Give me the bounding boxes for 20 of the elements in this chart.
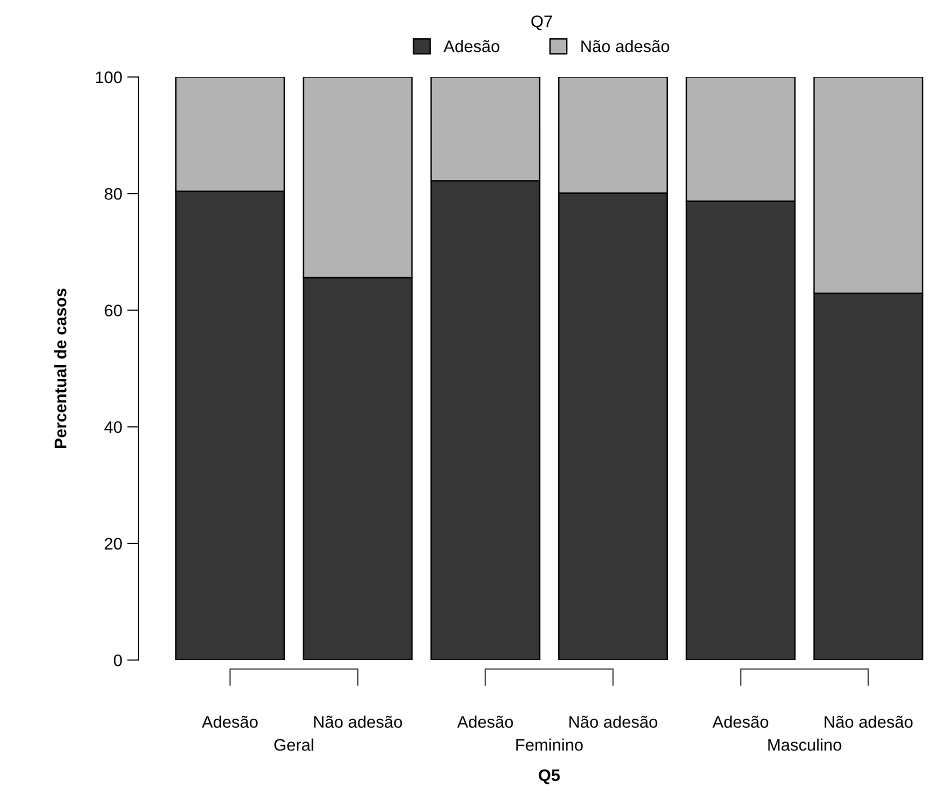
x-tick-label: Adesão	[202, 716, 258, 728]
y-tick-label: 80	[104, 188, 122, 200]
y-tick-label: 60	[104, 304, 122, 316]
x-tick-label: Não adesão	[314, 716, 402, 728]
text: Geral	[274, 738, 314, 751]
y-tick-label: 100	[96, 71, 122, 84]
y-tick-label: 0	[114, 654, 122, 666]
text: Masculino	[768, 738, 842, 751]
legend-title: Q7	[531, 15, 552, 30]
x-tick-label: Adesão	[712, 716, 768, 728]
y-tick-label: 40	[104, 421, 122, 434]
y-axis-title: Percentual de casos	[54, 288, 66, 448]
text: Feminino	[516, 738, 583, 751]
legend-label: Adesão	[444, 40, 500, 52]
x-tick-label: Não adesão	[569, 716, 658, 728]
y-tick-label: 20	[104, 538, 122, 550]
x-tick-label: Adesão	[457, 716, 513, 728]
x-axis-title: Q5	[538, 769, 560, 784]
x-tick-label: Não adesão	[824, 716, 913, 728]
legend-label: Não adesão	[581, 40, 670, 52]
